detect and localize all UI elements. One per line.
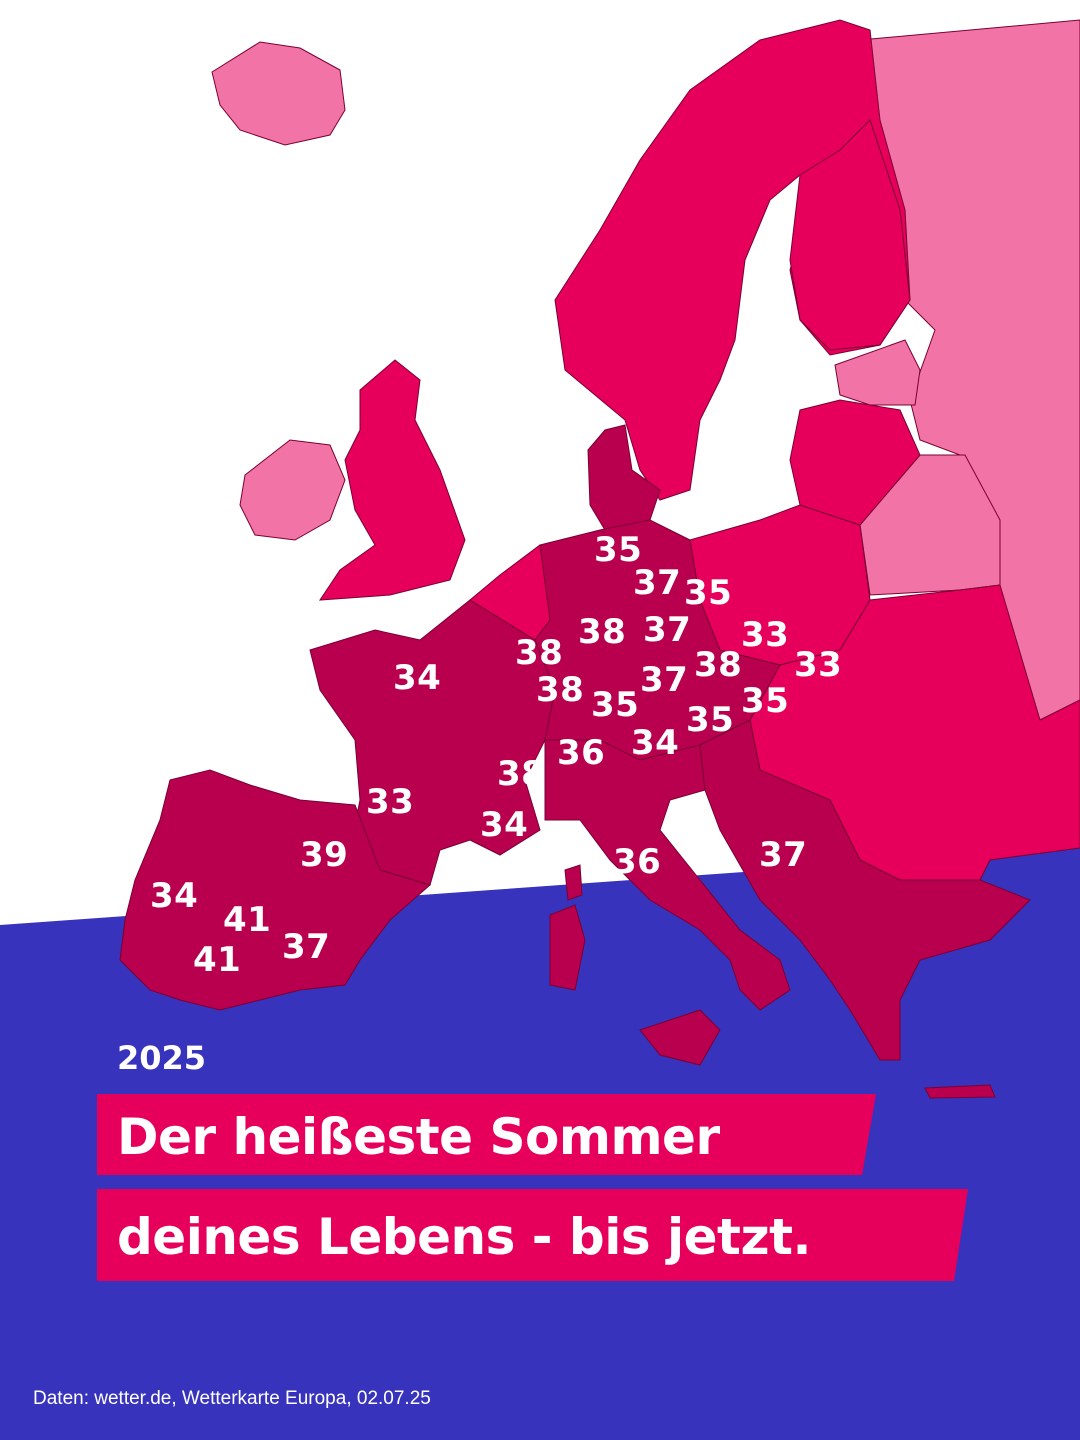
temp-label: 38 [497, 754, 546, 794]
temp-label: 35 [684, 573, 733, 613]
belarus-region [859, 454, 1001, 596]
temp-label: 41 [193, 940, 242, 980]
sardinia [549, 904, 586, 991]
headline-line-2: deines Lebens - bis jetzt. [117, 1208, 811, 1266]
headline-banner-2 [97, 1189, 968, 1281]
temp-label: 41 [223, 900, 272, 940]
temp-label: 35 [741, 681, 790, 721]
finland [789, 119, 911, 351]
sicily [639, 1009, 721, 1066]
temp-label: 38 [515, 633, 564, 673]
temp-label: 34 [480, 805, 529, 845]
iceland [211, 41, 346, 146]
great-britain [319, 359, 466, 601]
temp-label: 37 [633, 563, 682, 603]
temp-label: 35 [594, 530, 643, 570]
ireland [239, 439, 346, 541]
headline-banner-1 [97, 1094, 876, 1175]
year-label: 2025 [117, 1039, 207, 1077]
temp-label: 36 [613, 842, 662, 882]
temp-label: 39 [300, 835, 349, 875]
headline-line-1: Der heißeste Sommer [117, 1108, 720, 1166]
temp-label: 33 [366, 782, 415, 822]
temp-label: 34 [631, 723, 680, 763]
temp-label: 37 [759, 835, 808, 875]
temp-label: 35 [686, 700, 735, 740]
lithuania-region [789, 399, 921, 526]
temp-label: 33 [794, 645, 843, 685]
temp-label: 38 [694, 645, 743, 685]
temp-label: 36 [557, 733, 606, 773]
iberia [119, 769, 432, 1011]
france [309, 599, 556, 886]
balkans [699, 719, 1031, 1061]
denmark [587, 424, 661, 531]
crete [924, 1084, 996, 1099]
temp-label: 37 [282, 927, 331, 967]
temp-label: 35 [591, 685, 640, 725]
temp-label: 38 [578, 612, 627, 652]
temp-label: 38 [536, 670, 585, 710]
temp-label: 34 [393, 658, 442, 698]
temp-label: 33 [741, 615, 790, 655]
temp-label: 37 [640, 660, 689, 700]
baltic-region [834, 339, 921, 406]
source-footer: Daten: wetter.de, Wetterkarte Europa, 02… [33, 1388, 431, 1409]
temp-label: 34 [150, 876, 199, 916]
corsica [564, 864, 583, 901]
temp-label: 37 [643, 610, 692, 650]
